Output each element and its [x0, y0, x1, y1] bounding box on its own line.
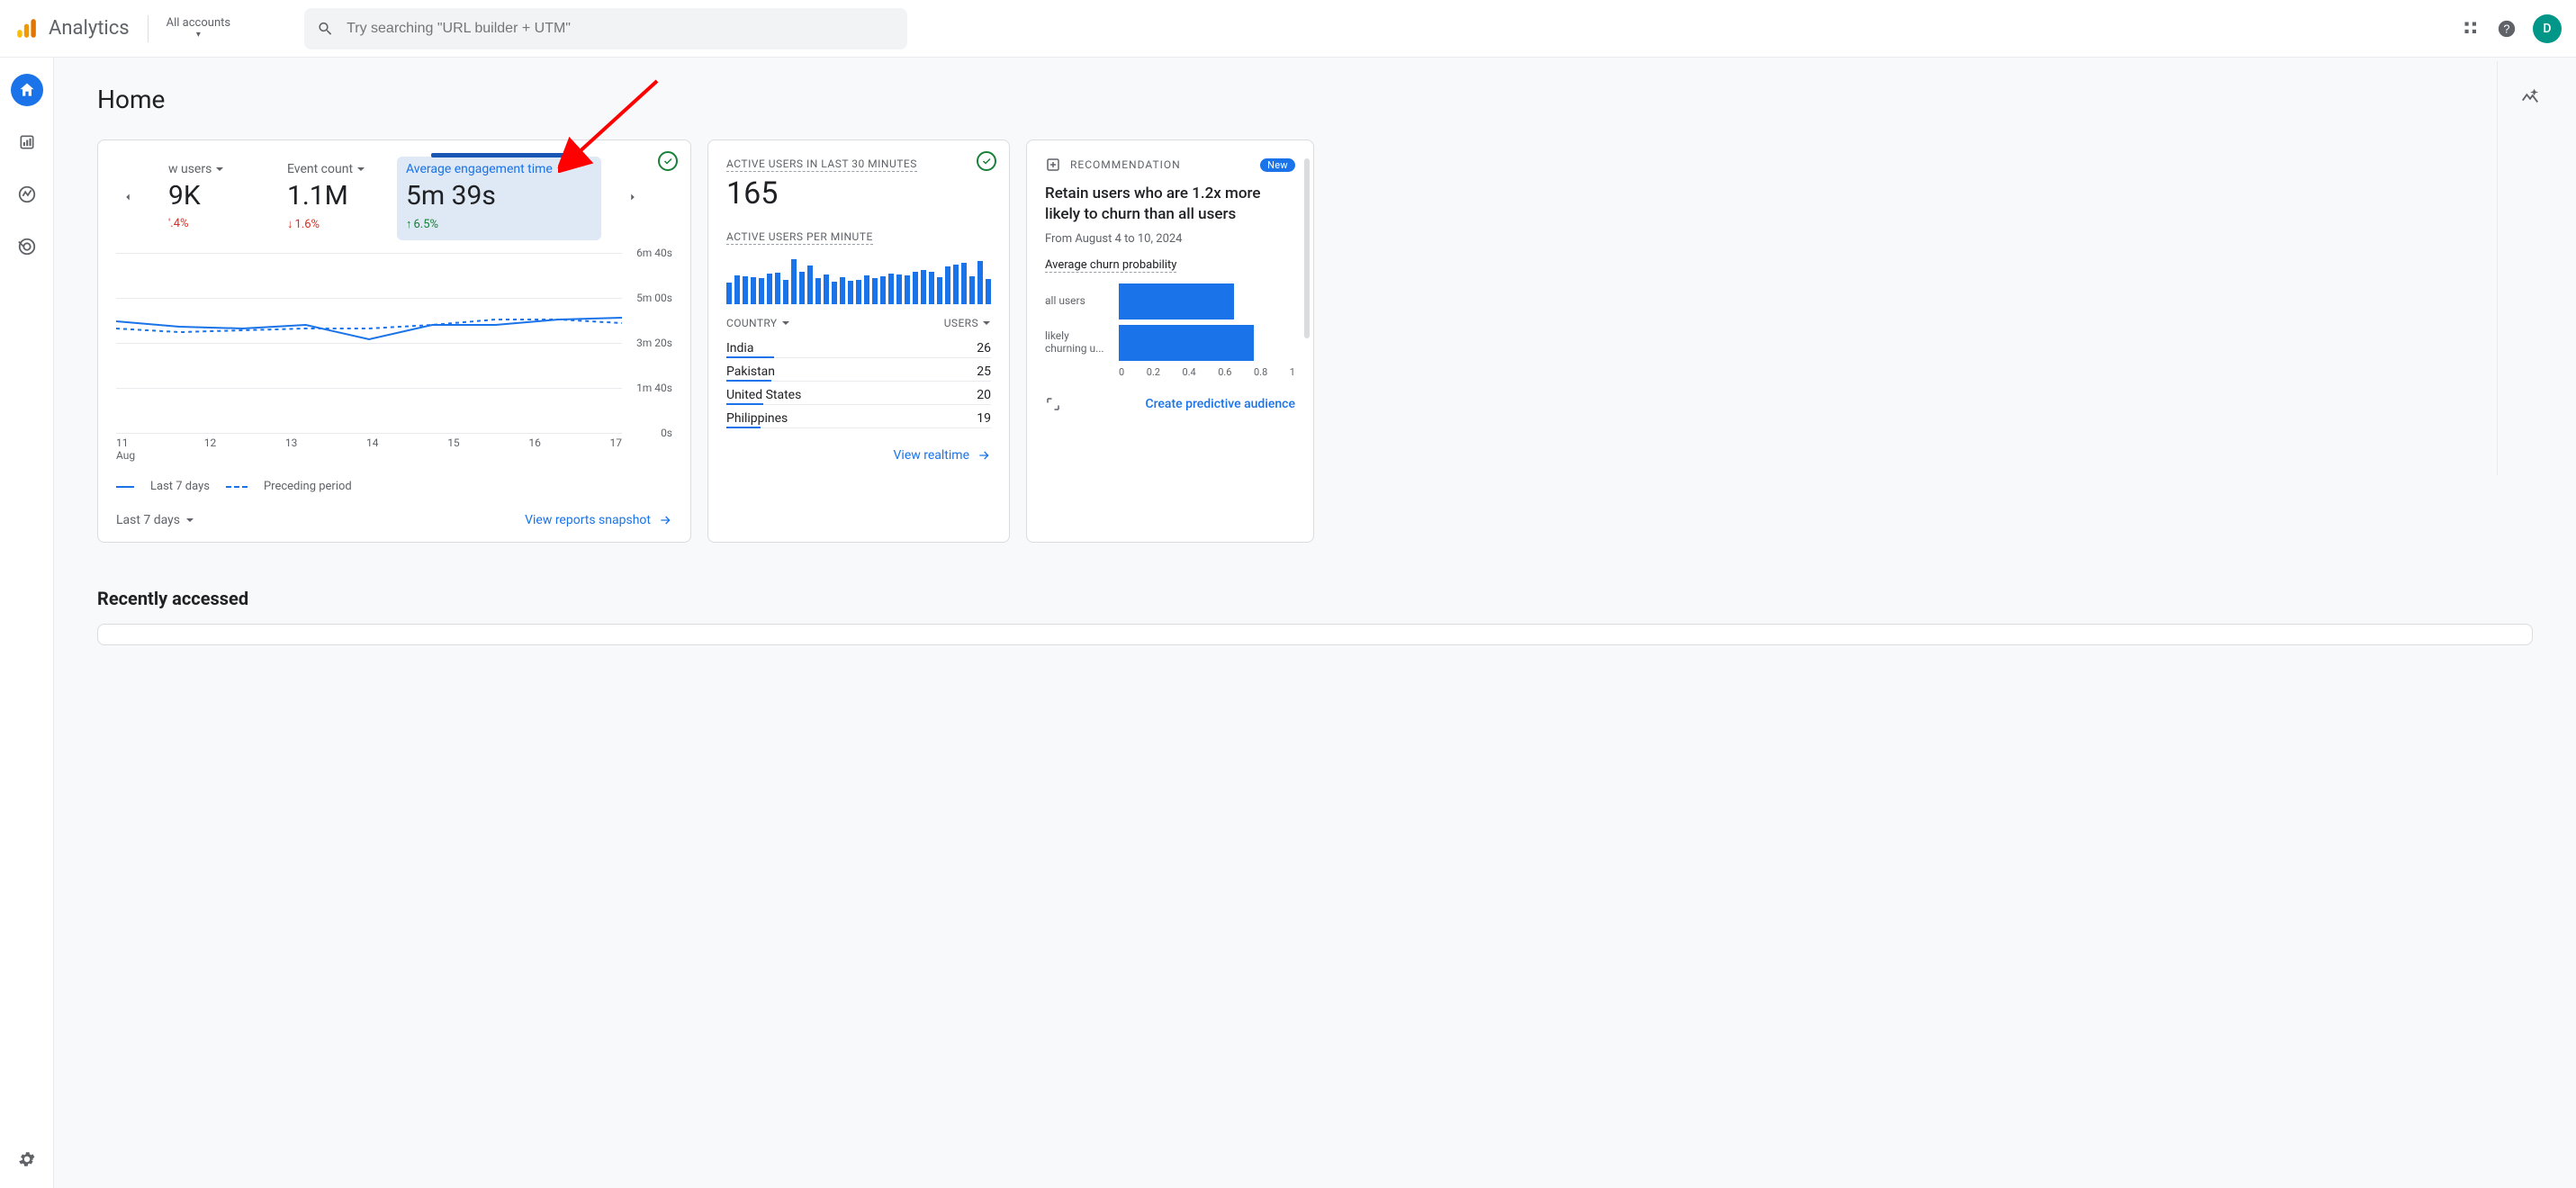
metric-avg-engagement[interactable]: Average engagement time 5m 39s ↑ 6.5% [397, 157, 601, 240]
caret-down-icon [215, 165, 224, 174]
search-icon [317, 20, 334, 38]
caret-down-icon [356, 165, 365, 174]
metric-label: Average engagement time [406, 162, 553, 176]
caret-down-icon: ▾ [167, 30, 230, 40]
legend-label: Preceding period [264, 480, 352, 493]
y-axis-label: 3m 20s [636, 337, 672, 349]
nav-settings[interactable] [11, 1143, 43, 1175]
metric-delta: '.4% [168, 217, 249, 230]
realtime-subheading: ACTIVE USERS PER MINUTE [726, 230, 873, 245]
caret-down-icon [982, 319, 991, 328]
legend-solid-icon [116, 486, 134, 488]
recommendation-icon [1045, 157, 1061, 173]
arrow-right-icon [658, 513, 672, 527]
expand-icon[interactable] [1045, 396, 1061, 412]
divider [148, 15, 149, 42]
search-input[interactable] [347, 21, 895, 37]
chevron-left-icon [122, 191, 134, 203]
x-axis: 11Aug 12 13 14 15 16 17 [116, 436, 672, 462]
metric-value: 9K [168, 180, 249, 212]
engagement-card: w users 9K '.4% Event count 1.1M ↓ 1.6% … [97, 140, 691, 543]
view-realtime-link[interactable]: View realtime [894, 448, 991, 463]
metric-event-count[interactable]: Event count 1.1M ↓ 1.6% [278, 157, 377, 240]
country-row[interactable]: United States20 [726, 382, 991, 405]
nav-home[interactable] [11, 74, 43, 106]
gear-icon [17, 1149, 37, 1169]
advertising-icon [17, 237, 37, 256]
country-header[interactable]: COUNTRY [726, 317, 790, 329]
app-header: Analytics All accounts ▾ ? D [0, 0, 2576, 58]
account-picker-label: All accounts [167, 17, 230, 30]
churn-x-axis: 00.20.40.60.81 [1119, 366, 1295, 378]
realtime-card: ACTIVE USERS IN LAST 30 MINUTES 165 ACTI… [707, 140, 1010, 543]
y-axis-label: 5m 00s [636, 292, 672, 304]
reports-icon [18, 133, 36, 151]
nav-reports[interactable] [11, 126, 43, 158]
product-name: Analytics [49, 17, 130, 40]
user-avatar[interactable]: D [2533, 14, 2562, 43]
view-reports-link[interactable]: View reports snapshot [525, 513, 672, 527]
recently-accessed-title: Recently accessed [97, 588, 2533, 609]
chevron-right-icon [626, 191, 639, 203]
y-axis-label: 6m 40s [636, 247, 672, 259]
churn-chart-label: Average churn probability [1045, 258, 1176, 273]
recently-accessed-card [97, 624, 2533, 645]
recommendation-card: RECOMMENDATION New Retain users who are … [1026, 140, 1314, 543]
insights-icon [2520, 86, 2540, 106]
metric-label: Event count [287, 162, 353, 176]
logo-block: Analytics [14, 17, 130, 40]
new-badge: New [1260, 158, 1295, 172]
metric-users[interactable]: w users 9K '.4% [159, 157, 258, 239]
insights-button[interactable] [2511, 77, 2549, 115]
page-title: Home [97, 85, 2533, 114]
churn-bar-chart: all userslikely churning u... [1045, 284, 1295, 361]
line-chart-svg [116, 253, 622, 433]
date-range-selector[interactable]: Last 7 days [116, 513, 194, 527]
caret-down-icon [185, 516, 194, 525]
metrics-prev[interactable] [116, 185, 140, 212]
metric-label: w users [168, 162, 212, 176]
country-row[interactable]: Philippines19 [726, 405, 991, 428]
metrics-next[interactable] [621, 185, 644, 212]
search-bar[interactable] [304, 8, 907, 50]
country-row[interactable]: Pakistan25 [726, 358, 991, 382]
metric-value: 1.1M [287, 180, 368, 212]
metric-delta: ↑ 6.5% [406, 217, 565, 231]
engagement-line-chart: 6m 40s 5m 00s 3m 20s 1m 40s 0s [116, 253, 672, 433]
create-audience-link[interactable]: Create predictive audience [1145, 397, 1295, 411]
chart-legend: Last 7 days Preceding period [116, 480, 672, 493]
caret-down-icon [556, 165, 565, 174]
recommendation-title: Retain users who are 1.2x more likely to… [1045, 184, 1295, 225]
left-nav [0, 58, 54, 1188]
metric-value: 5m 39s [406, 180, 565, 212]
metric-delta: ↓ 1.6% [287, 217, 368, 231]
legend-dashed-icon [226, 486, 248, 488]
per-minute-bar-chart [726, 257, 991, 304]
caret-down-icon [781, 319, 790, 328]
analytics-logo-icon [14, 17, 38, 40]
apps-icon[interactable] [2463, 20, 2481, 38]
realtime-heading: ACTIVE USERS IN LAST 30 MINUTES [726, 158, 917, 172]
country-list: India26Pakistan25United States20Philippi… [726, 335, 991, 428]
recommendation-heading: RECOMMENDATION [1070, 158, 1181, 171]
avatar-letter: D [2543, 22, 2551, 36]
home-icon [18, 81, 36, 99]
country-row[interactable]: India26 [726, 335, 991, 358]
account-picker[interactable]: All accounts ▾ [167, 17, 230, 40]
users-header[interactable]: USERS [944, 317, 991, 329]
main-content: Home w users 9K '.4% Even [54, 58, 2576, 1188]
realtime-value: 165 [726, 176, 991, 212]
legend-label: Last 7 days [150, 480, 210, 493]
svg-text:?: ? [2503, 22, 2509, 35]
arrow-right-icon [977, 448, 991, 463]
y-axis-label: 1m 40s [636, 382, 672, 394]
help-icon[interactable]: ? [2497, 19, 2517, 39]
nav-advertising[interactable] [11, 230, 43, 263]
header-actions: ? D [2463, 14, 2562, 43]
y-axis-label: 0s [661, 427, 672, 439]
verified-icon [977, 151, 996, 171]
nav-explore[interactable] [11, 178, 43, 211]
recommendation-subtitle: From August 4 to 10, 2024 [1045, 232, 1295, 246]
explore-icon [17, 184, 37, 204]
